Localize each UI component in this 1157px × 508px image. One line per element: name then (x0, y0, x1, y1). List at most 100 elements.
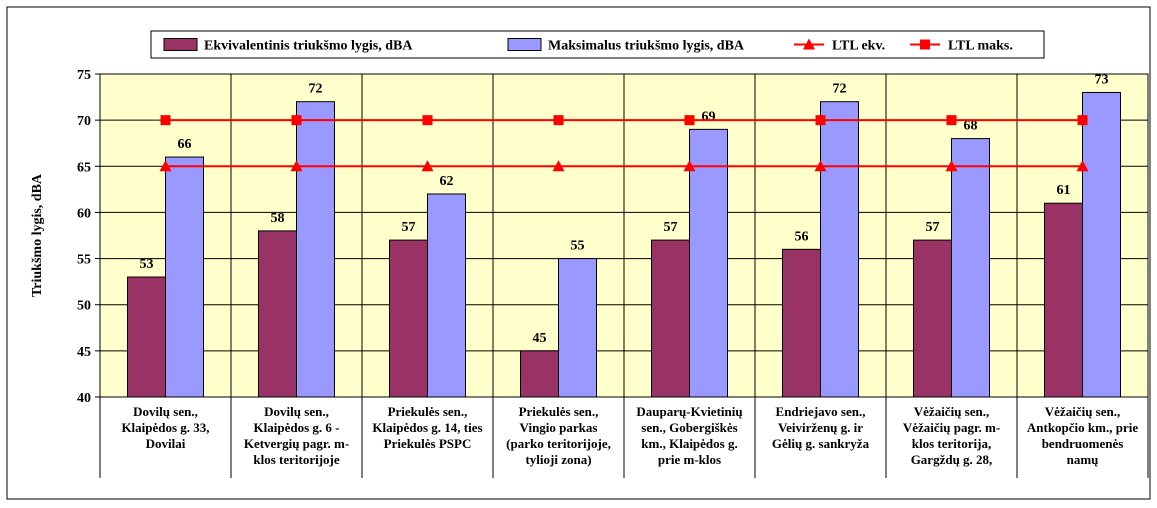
x-category-label-line: Priekulės PSPC (384, 436, 472, 451)
x-category-label-line: Gargždų g. 28, (911, 452, 993, 467)
data-label-ekv: 57 (926, 220, 940, 235)
data-label-maks: 66 (178, 137, 192, 152)
x-category-label-line: Antkopčio km., prie (1027, 420, 1138, 435)
x-category-label-line: Klaipėdos g. 33, (121, 420, 209, 435)
legend-item: Maksimalus triukšmo lygis, dBA (507, 38, 745, 54)
data-label-maks: 73 (1095, 72, 1109, 87)
bar-ekv (520, 350, 559, 398)
x-category-label-line: Gėlių g. sankryža (772, 436, 870, 451)
bar-maks (689, 128, 728, 398)
bar-ekv (1044, 202, 1083, 398)
x-category-label-line: bendruomenės (1042, 436, 1124, 451)
y-tick-label: 45 (77, 345, 91, 360)
bar-maks (296, 101, 335, 398)
x-category-label-line: Dovilų sen., (264, 404, 329, 419)
marker-ltl-maks (946, 115, 957, 126)
marker-ltl-ekv (1076, 160, 1089, 172)
x-category-label-line: sen., Gobergiškės (641, 420, 737, 435)
data-label-maks: 55 (571, 239, 585, 254)
x-category-label-line: tylioji zona) (525, 452, 591, 467)
outer-frame (6, 6, 1151, 500)
data-label-maks: 68 (964, 119, 978, 134)
y-axis-label: Triukšmo lygis, dBA (30, 173, 45, 297)
marker-ltl-maks (684, 115, 695, 126)
bar-ekv (913, 239, 952, 398)
data-label-maks: 72 (833, 82, 847, 97)
bar-maks (951, 138, 990, 398)
marker-ltl-maks (422, 115, 433, 126)
legend-item: Ekvivalentinis triukšmo lygis, dBA (163, 38, 413, 54)
x-category-label: Dovilų sen., Klaipėdos g. 33, Dovilai (121, 404, 209, 451)
y-tick-label: 60 (77, 206, 91, 221)
y-tick-label: 40 (77, 391, 91, 406)
marker-ltl-ekv (683, 160, 696, 172)
data-label-ekv: 57 (402, 220, 416, 235)
x-category-label-line: Klaipėdos g. 14, ties (372, 420, 482, 435)
marker-ltl-ekv (814, 160, 827, 172)
x-category-label-line: Dovilų sen., (133, 404, 198, 419)
bar-maks (427, 193, 466, 398)
marker-ltl-maks (291, 115, 302, 126)
plot-border (99, 73, 1149, 398)
legend-swatch (507, 38, 542, 51)
marker-ltl-ekv (945, 160, 958, 172)
x-category-label: Dovilų sen., Klaipėdos g. 6 -Ketvergių pa… (244, 404, 349, 467)
x-category-label: Priekulės sen., Klaipėdos g. 14, ties Prie… (372, 404, 482, 451)
legend-marker (920, 39, 930, 50)
x-category-label-line: Vėžaičių sen., (1045, 404, 1120, 419)
marker-ltl-ekv (421, 160, 434, 172)
legend-swatch (163, 38, 198, 51)
marker-ltl-ekv (290, 160, 303, 172)
marker-ltl-maks (553, 115, 564, 126)
marker-ltl-ekv (552, 160, 565, 172)
marker-ltl-maks (1077, 115, 1088, 126)
bar-ekv (258, 230, 297, 398)
legend-item: LTL maks. (910, 39, 1013, 54)
x-category-label-line: namų (1067, 452, 1099, 467)
legend-label: LTL maks. (948, 39, 1013, 54)
marker-ltl-maks (160, 115, 171, 126)
x-category-label-line: (parko teritorijoje, (506, 436, 611, 451)
x-category-label-line: Priekulės sen., (388, 404, 468, 419)
y-tick-label: 75 (77, 68, 91, 83)
x-category-label-line: Ketvergių pagr. m- (244, 436, 349, 451)
x-category-label-line: Vėžaičių sen., (914, 404, 989, 419)
bar-maks (1082, 91, 1121, 398)
data-label-ekv: 53 (140, 257, 154, 272)
data-label-ekv: 45 (533, 331, 547, 346)
data-label-ekv: 57 (664, 220, 678, 235)
x-category-label: Endriejavo sen., Veivirženų g. ir Gėlių g.… (772, 404, 870, 451)
legend-box (150, 30, 1045, 59)
data-label-maks: 72 (309, 82, 323, 97)
x-category-label-line: klos teritorija, (912, 436, 991, 451)
legend: Ekvivalentinis triukšmo lygis, dBA Maksim… (150, 30, 1045, 59)
bar-maks (820, 101, 859, 398)
data-label-maks: 69 (702, 109, 716, 124)
x-category-label-line: Klaipėdos g. 6 - (254, 420, 340, 435)
x-category-label-line: prie m-klos (658, 452, 721, 467)
data-label-ekv: 61 (1057, 183, 1071, 198)
x-category-label: Vėžaičių sen., Antkopčio km., prie bendruo… (1027, 404, 1138, 467)
y-tick-label: 50 (77, 299, 91, 314)
bar-maks (558, 258, 597, 398)
x-category-label: Priekulės sen., Vingio parkas (parko terit… (506, 404, 611, 467)
x-category-label-line: Dauparų-Kvietinių (636, 404, 742, 419)
legend-label: LTL ekv. (832, 39, 885, 54)
x-category-label-line: Endriejavo sen., (776, 404, 866, 419)
x-category-label-line: Veivirženų g. ir (778, 420, 863, 435)
y-tick-label: 65 (77, 160, 91, 175)
legend-marker (803, 38, 815, 50)
bar-ekv (782, 248, 821, 398)
x-category-label-line: klos teritorijoje (253, 452, 340, 467)
bar-maks (165, 156, 204, 398)
data-label-ekv: 58 (271, 211, 285, 226)
bar-ekv (127, 276, 166, 398)
y-tick-label: 55 (77, 253, 91, 268)
data-label-maks: 62 (440, 174, 454, 189)
x-category-label-line: Dovilai (146, 436, 186, 451)
y-tick-label: 70 (77, 114, 91, 129)
legend-label: Ekvivalentinis triukšmo lygis, dBA (204, 39, 413, 54)
x-category-label-line: Vėžaičių pagr. m- (903, 420, 1000, 435)
